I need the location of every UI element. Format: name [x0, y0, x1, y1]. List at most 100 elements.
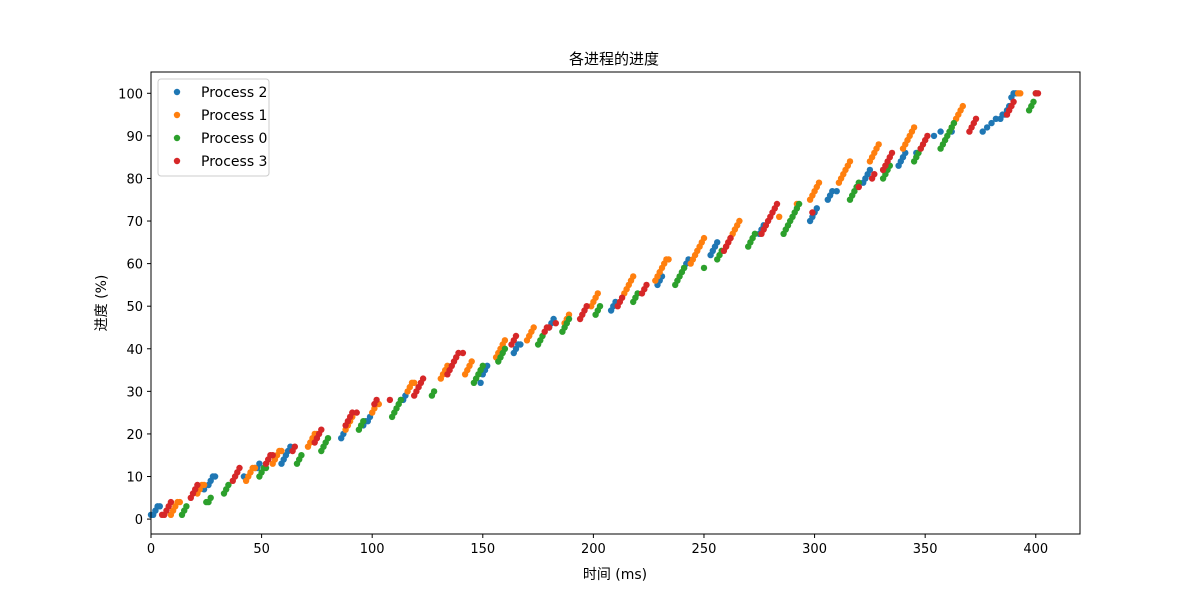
data-point	[988, 119, 995, 127]
data-point	[815, 179, 823, 186]
data-point	[594, 290, 601, 297]
x-tick-label: 400	[1023, 542, 1048, 557]
data-point	[813, 205, 820, 212]
x-tick-label: 50	[253, 542, 270, 557]
x-axis: 0 50 100 150 200 250 300 350 400	[147, 534, 1048, 557]
data-point	[353, 409, 360, 416]
data-point	[776, 213, 783, 220]
data-point	[419, 375, 427, 382]
y-tick-label: 60	[126, 258, 143, 273]
data-point	[225, 481, 232, 489]
data-point	[411, 379, 418, 386]
data-point	[373, 396, 380, 404]
data-point	[871, 171, 878, 178]
x-tick-label: 300	[802, 542, 827, 557]
data-point	[809, 209, 816, 216]
data-point	[360, 418, 367, 425]
data-point	[829, 188, 836, 195]
y-tick-label: 80	[126, 172, 143, 187]
x-tick-label: 250	[692, 542, 717, 557]
data-point	[397, 396, 405, 404]
data-point	[795, 200, 803, 208]
data-point	[972, 115, 980, 123]
data-point	[1017, 90, 1024, 97]
data-point	[530, 324, 537, 331]
data-point	[501, 345, 509, 352]
data-point	[700, 234, 708, 242]
y-tick-label: 30	[126, 385, 143, 400]
data-point	[773, 200, 781, 208]
data-point	[565, 315, 573, 323]
points-layer	[147, 90, 1042, 518]
x-tick-label: 200	[581, 542, 606, 557]
data-point	[1034, 90, 1042, 97]
data-point	[634, 290, 641, 297]
y-axis: 0 10 20 30 40 50 60 70 80 90 100	[118, 87, 151, 528]
legend-marker	[173, 134, 181, 142]
data-point	[727, 234, 734, 242]
y-tick-label: 10	[126, 471, 143, 486]
x-axis-label: 时间 (ms)	[583, 567, 647, 583]
data-point	[156, 503, 163, 510]
data-point	[484, 362, 491, 369]
data-point	[183, 503, 190, 510]
data-point	[924, 132, 931, 140]
legend-label: Process 1	[201, 108, 267, 124]
y-tick-label: 100	[118, 87, 143, 102]
data-point	[736, 217, 743, 225]
data-point	[596, 303, 604, 310]
data-point	[950, 119, 958, 127]
data-point	[751, 230, 759, 237]
data-point	[979, 128, 986, 135]
data-point	[501, 337, 509, 344]
data-point	[455, 349, 462, 357]
x-tick-label: 150	[470, 542, 495, 557]
x-tick-label: 0	[147, 542, 155, 557]
data-point	[512, 332, 520, 340]
data-point	[833, 188, 840, 195]
data-point	[479, 362, 486, 369]
data-point	[200, 481, 208, 489]
data-point	[983, 124, 991, 131]
plot-frame	[150, 71, 1081, 535]
x-tick-label: 100	[360, 542, 385, 557]
data-point	[207, 494, 214, 501]
data-point	[349, 409, 356, 416]
data-point	[386, 396, 394, 404]
data-point	[846, 158, 854, 165]
y-tick-label: 50	[126, 300, 143, 315]
data-point	[700, 264, 708, 272]
data-point	[176, 498, 183, 506]
data-point	[291, 443, 298, 450]
data-point	[269, 452, 276, 459]
data-point	[318, 426, 325, 433]
data-point	[298, 452, 305, 459]
data-point	[1010, 98, 1017, 106]
data-point	[992, 115, 1000, 123]
data-point	[618, 294, 626, 301]
data-point	[855, 183, 862, 191]
data-point	[665, 256, 672, 263]
y-tick-label: 90	[126, 130, 143, 145]
data-point	[583, 303, 590, 310]
data-point	[714, 239, 721, 246]
data-point	[517, 341, 524, 348]
data-point	[236, 464, 243, 472]
data-point	[930, 132, 938, 140]
data-point	[256, 460, 263, 467]
legend-label: Process 2	[201, 85, 267, 101]
x-tick-label: 350	[913, 542, 938, 557]
data-point	[875, 141, 882, 148]
data-point	[1030, 98, 1037, 106]
legend-label: Process 0	[201, 131, 267, 147]
data-point	[278, 447, 285, 455]
data-point	[459, 349, 467, 357]
legend: Process 2 Process 1 Process 0 Process 3	[157, 78, 270, 177]
legend-marker	[173, 111, 181, 119]
data-point	[545, 324, 553, 331]
data-point	[643, 281, 650, 289]
data-point	[888, 149, 896, 157]
legend-label: Process 3	[201, 154, 267, 170]
data-point	[194, 481, 201, 489]
